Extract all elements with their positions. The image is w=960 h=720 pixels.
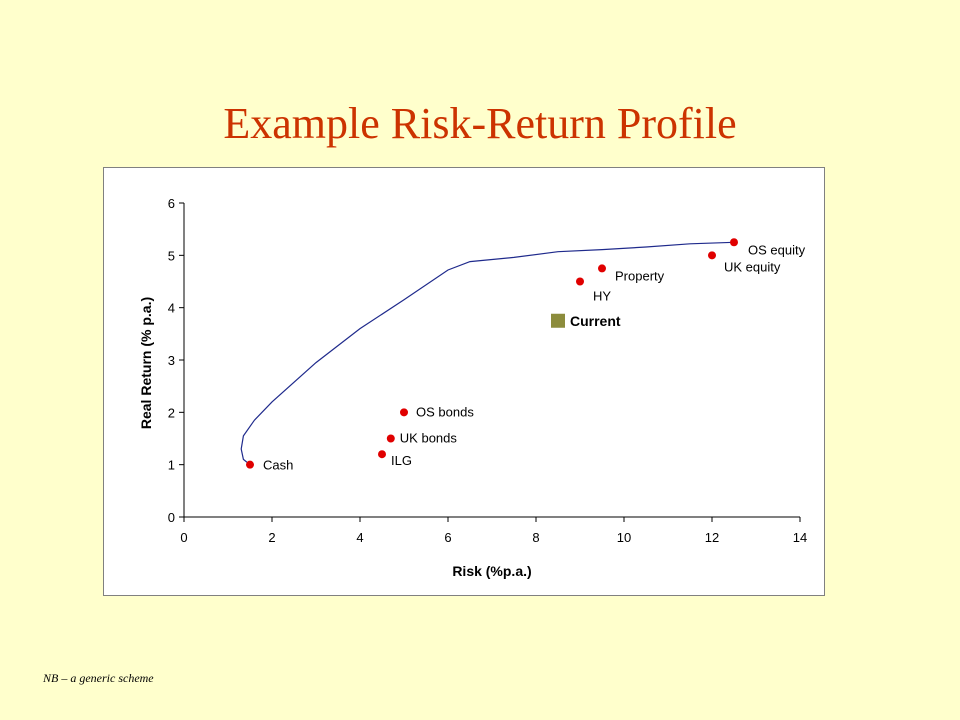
efficient-frontier-line [240,241,735,466]
x-axis-title: Risk (%p.a.) [452,563,531,579]
current-marker [551,313,565,328]
asset-point [386,434,395,443]
y-tick-label: 2 [168,405,175,420]
asset-label: ILG [391,453,412,468]
x-tick-label: 4 [356,530,363,545]
x-tick-label: 12 [705,530,719,545]
x-tick-label: 2 [268,530,275,545]
y-tick-label: 4 [168,301,175,316]
asset-point [378,450,386,459]
asset-point [400,408,408,417]
x-tick-label: 8 [532,530,539,545]
y-tick-label: 1 [168,458,175,473]
asset-point [730,238,738,247]
asset-point [576,277,584,286]
asset-point [708,251,716,260]
asset-label: OS bonds [416,404,474,419]
y-axis-title: Real Return (% p.a.) [138,297,154,429]
x-tick-label: 0 [180,530,187,545]
x-tick-label: 6 [444,530,451,545]
asset-point [246,460,254,469]
asset-label: Property [615,268,665,283]
current-label: Current [570,313,621,329]
asset-label: Cash [263,458,293,473]
footnote: NB – a generic scheme [43,671,154,685]
asset-point [598,264,606,273]
asset-label: UK bonds [400,431,458,446]
y-tick-label: 3 [168,353,175,368]
asset-label: UK equity [724,259,781,274]
chart-container: 0 2 4 6 8 10 12 14 0 1 2 3 4 5 6 Risk (%p.a.) Real Retur… [103,167,825,596]
x-tick-label: 14 [793,530,807,545]
slide-title: Example Risk-Return Profile [223,99,737,148]
y-tick-label: 5 [168,248,175,263]
y-tick-label: 0 [168,510,175,525]
asset-label: OS equity [748,242,806,257]
x-tick-label: 10 [617,530,631,545]
asset-label: HY [593,289,611,304]
y-tick-label: 6 [168,196,175,211]
